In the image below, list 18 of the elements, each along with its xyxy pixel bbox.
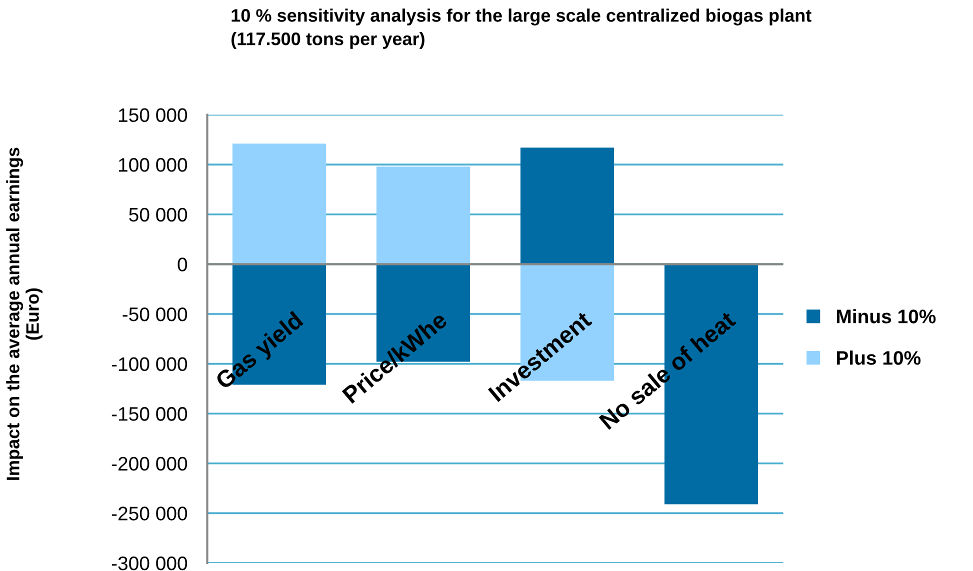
y-tick-label: 0 [178,258,188,272]
bar [520,148,614,264]
bar [376,166,470,264]
y-axis-title: Impact on the average annual earnings (Euro) [6,148,43,480]
legend-label: Plus 10% [836,350,921,365]
y-tick-label: -150 000 [112,407,188,421]
y-tick-label: -300 000 [112,556,188,570]
y-tick-label: -100 000 [112,357,188,372]
y-tick-label: 50 000 [129,208,188,222]
x-tick-label: No sale of heat [598,310,737,430]
chart-title: 10 % sensitivity analysis for the large scale centralized biogas plant (117.500 tons per year) [232,8,812,49]
y-tick-label: 100 000 [119,158,188,172]
legend-label: Minus 10% [836,309,936,324]
y-tick-label: 150 000 [119,108,188,122]
y-tick-label: -50 000 [122,307,188,322]
bar [232,144,326,264]
y-tick-label: -200 000 [112,456,188,471]
y-tick-label: -250 000 [112,506,188,520]
